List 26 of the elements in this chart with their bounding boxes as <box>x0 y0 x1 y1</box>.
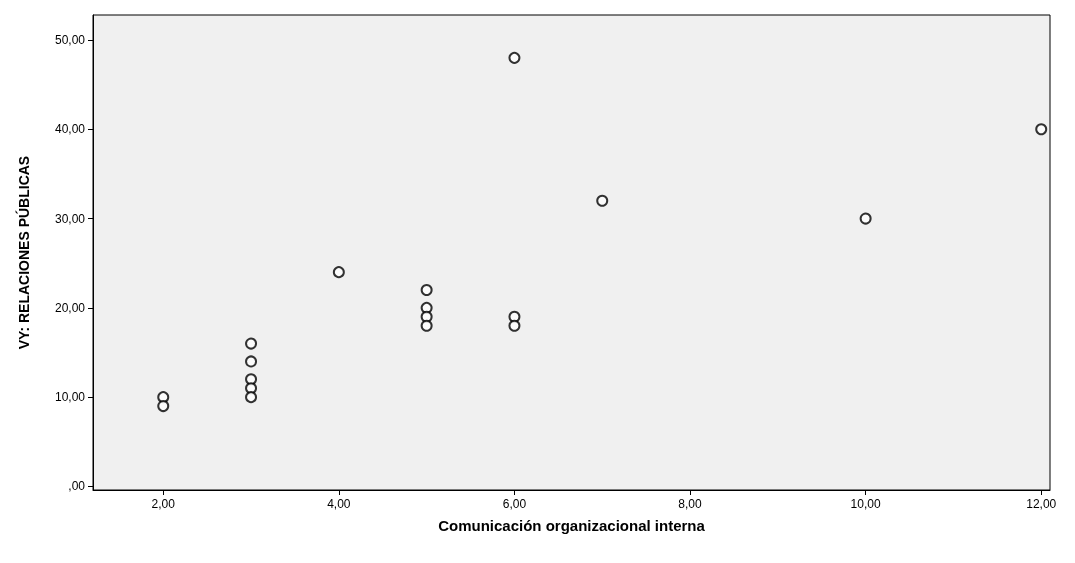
point <box>245 391 258 404</box>
point <box>245 337 258 350</box>
y-tick-label: ,00 <box>68 479 86 494</box>
point <box>245 355 258 368</box>
y-axis-title: VY: RELACIONES PÚBLICAS <box>15 155 32 350</box>
y-tick-label: 40,00 <box>54 122 86 137</box>
point <box>332 266 345 279</box>
x-tick-label: 6,00 <box>502 497 527 511</box>
point <box>508 51 521 64</box>
x-tick-label: 12,00 <box>1026 497 1057 511</box>
point <box>420 284 433 296</box>
point <box>508 319 521 332</box>
x-tick-label: 10,00 <box>850 497 881 511</box>
point <box>1035 123 1048 136</box>
y-tick-label: 20,00 <box>54 300 86 315</box>
x-tick-label: 8,00 <box>678 497 703 511</box>
x-axis-title: Comunicación organizacional interna <box>438 517 706 534</box>
x-tick-label: 2,00 <box>151 497 176 511</box>
point <box>420 319 433 332</box>
x-tick-label: 4,00 <box>327 497 351 511</box>
y-tick-label: 30,00 <box>54 211 86 226</box>
point <box>157 400 170 413</box>
point <box>859 212 872 225</box>
y-tick-label: 50,00 <box>54 33 86 47</box>
point <box>596 194 609 207</box>
y-tick-label: 10,00 <box>54 390 86 405</box>
